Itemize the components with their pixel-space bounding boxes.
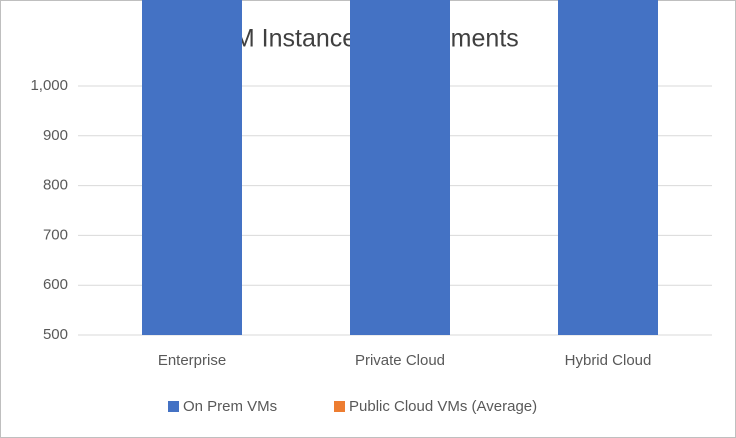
legend-label: On Prem VMs — [183, 398, 277, 415]
legend-swatch — [334, 401, 345, 412]
y-tick-label: 700 — [43, 226, 68, 243]
x-tick-label: Hybrid Cloud — [565, 352, 652, 369]
x-tick-label: Enterprise — [158, 352, 226, 369]
y-tick-label: 600 — [43, 276, 68, 293]
bar-segment — [350, 0, 450, 336]
legend-label: Public Cloud VMs (Average) — [349, 398, 537, 415]
y-tick-label: 500 — [43, 326, 68, 343]
y-tick-label: 900 — [43, 127, 68, 144]
x-tick-label: Private Cloud — [355, 352, 445, 369]
bar-segment — [142, 0, 242, 335]
legend-swatch — [168, 401, 179, 412]
y-tick-label: 1,000 — [30, 77, 68, 94]
bar-segment — [558, 0, 658, 335]
y-tick-label: 800 — [43, 177, 68, 194]
